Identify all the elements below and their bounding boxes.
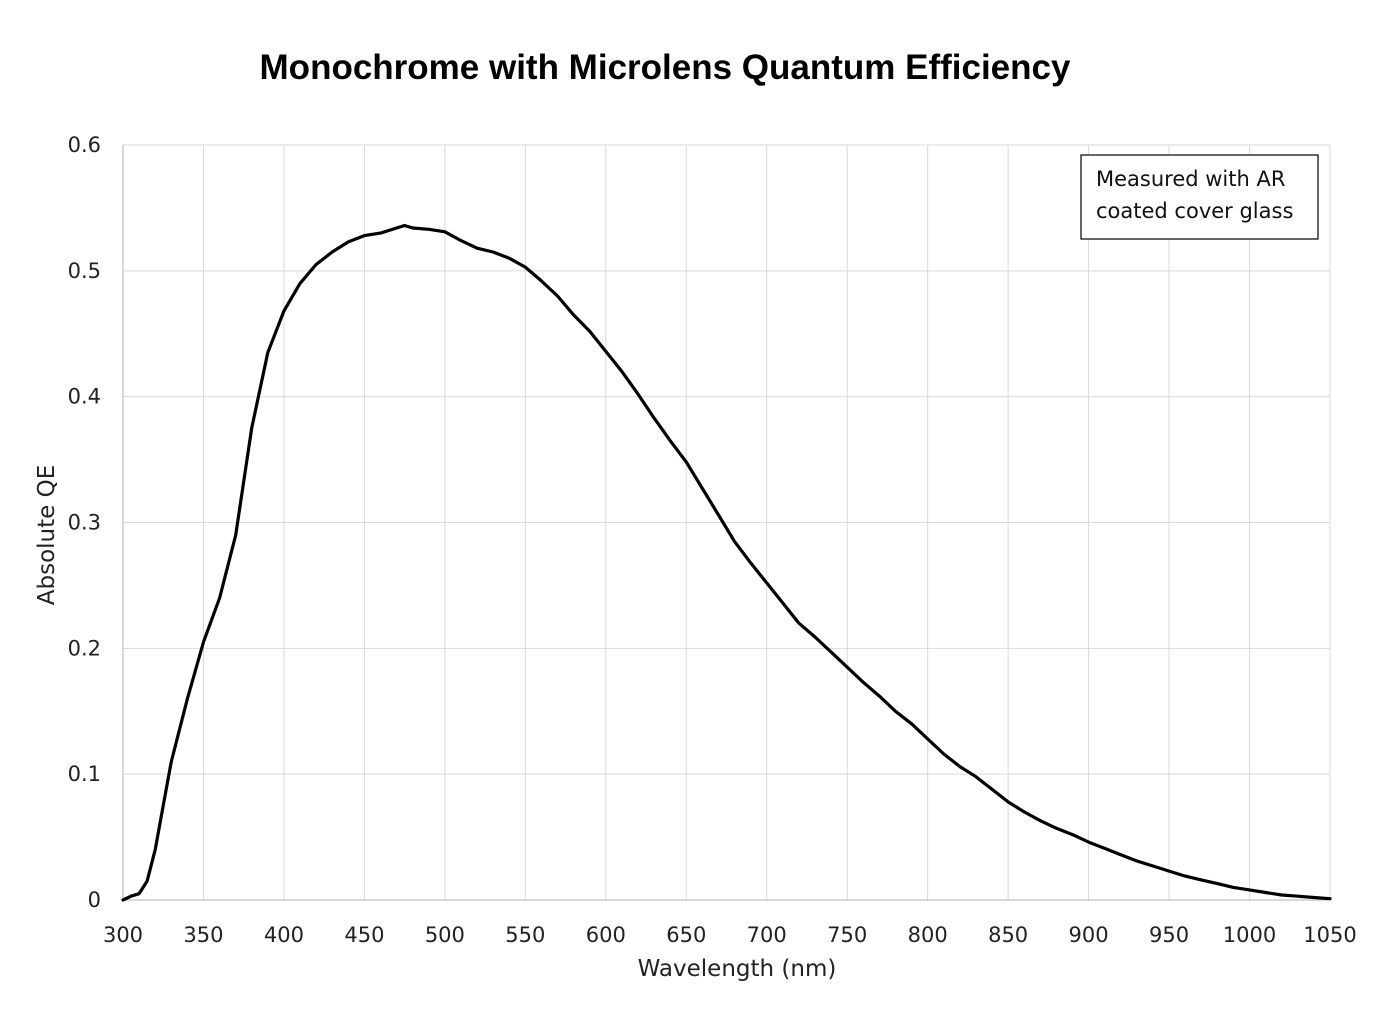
x-tick-label: 800 <box>908 923 948 947</box>
x-tick-label: 1000 <box>1223 923 1276 947</box>
y-tick-label: 0.6 <box>68 133 101 157</box>
x-tick-label: 700 <box>747 923 787 947</box>
x-tick-label: 750 <box>827 923 867 947</box>
y-tick-label: 0.1 <box>68 762 101 786</box>
x-tick-label: 900 <box>1069 923 1109 947</box>
x-tick-label: 950 <box>1149 923 1189 947</box>
annotation-line-1: Measured with AR <box>1096 167 1285 191</box>
x-tick-label: 400 <box>264 923 304 947</box>
axes <box>122 145 1330 901</box>
x-tick-label: 550 <box>505 923 545 947</box>
y-tick-label: 0.4 <box>68 385 101 409</box>
grid-lines <box>123 144 1331 900</box>
x-tick-label: 1050 <box>1303 923 1356 947</box>
y-tick-labels: 0 0.1 0.2 0.3 0.4 0.5 0.6 <box>68 133 101 912</box>
annotation-frame <box>1080 154 1319 240</box>
x-tick-label: 350 <box>183 923 223 947</box>
x-tick-labels: 300 350 400 450 500 550 600 650 700 750 800 850 900 9… <box>103 923 1357 947</box>
x-tick-label: 600 <box>586 923 626 947</box>
chart-title: Monochrome with Microlens Quantum Effici… <box>259 48 1071 87</box>
y-axis-label: Absolute QE <box>34 465 60 605</box>
y-tick-label: 0.2 <box>68 636 101 660</box>
y-tick-label: 0 <box>88 888 101 912</box>
x-axis-label: Wavelength (nm) <box>638 956 837 982</box>
x-tick-label: 650 <box>666 923 706 947</box>
y-tick-label: 0.3 <box>68 511 101 535</box>
annotation-line-2: coated cover glass <box>1096 199 1293 223</box>
x-tick-label: 300 <box>103 923 143 947</box>
x-tick-label: 500 <box>425 923 465 947</box>
x-tick-label: 450 <box>344 923 384 947</box>
y-tick-label: 0.5 <box>68 259 101 283</box>
qe-series-line <box>121 223 1332 902</box>
x-tick-label: 850 <box>988 923 1028 947</box>
annotation-box: Measured with AR coated cover glass <box>1080 154 1319 240</box>
